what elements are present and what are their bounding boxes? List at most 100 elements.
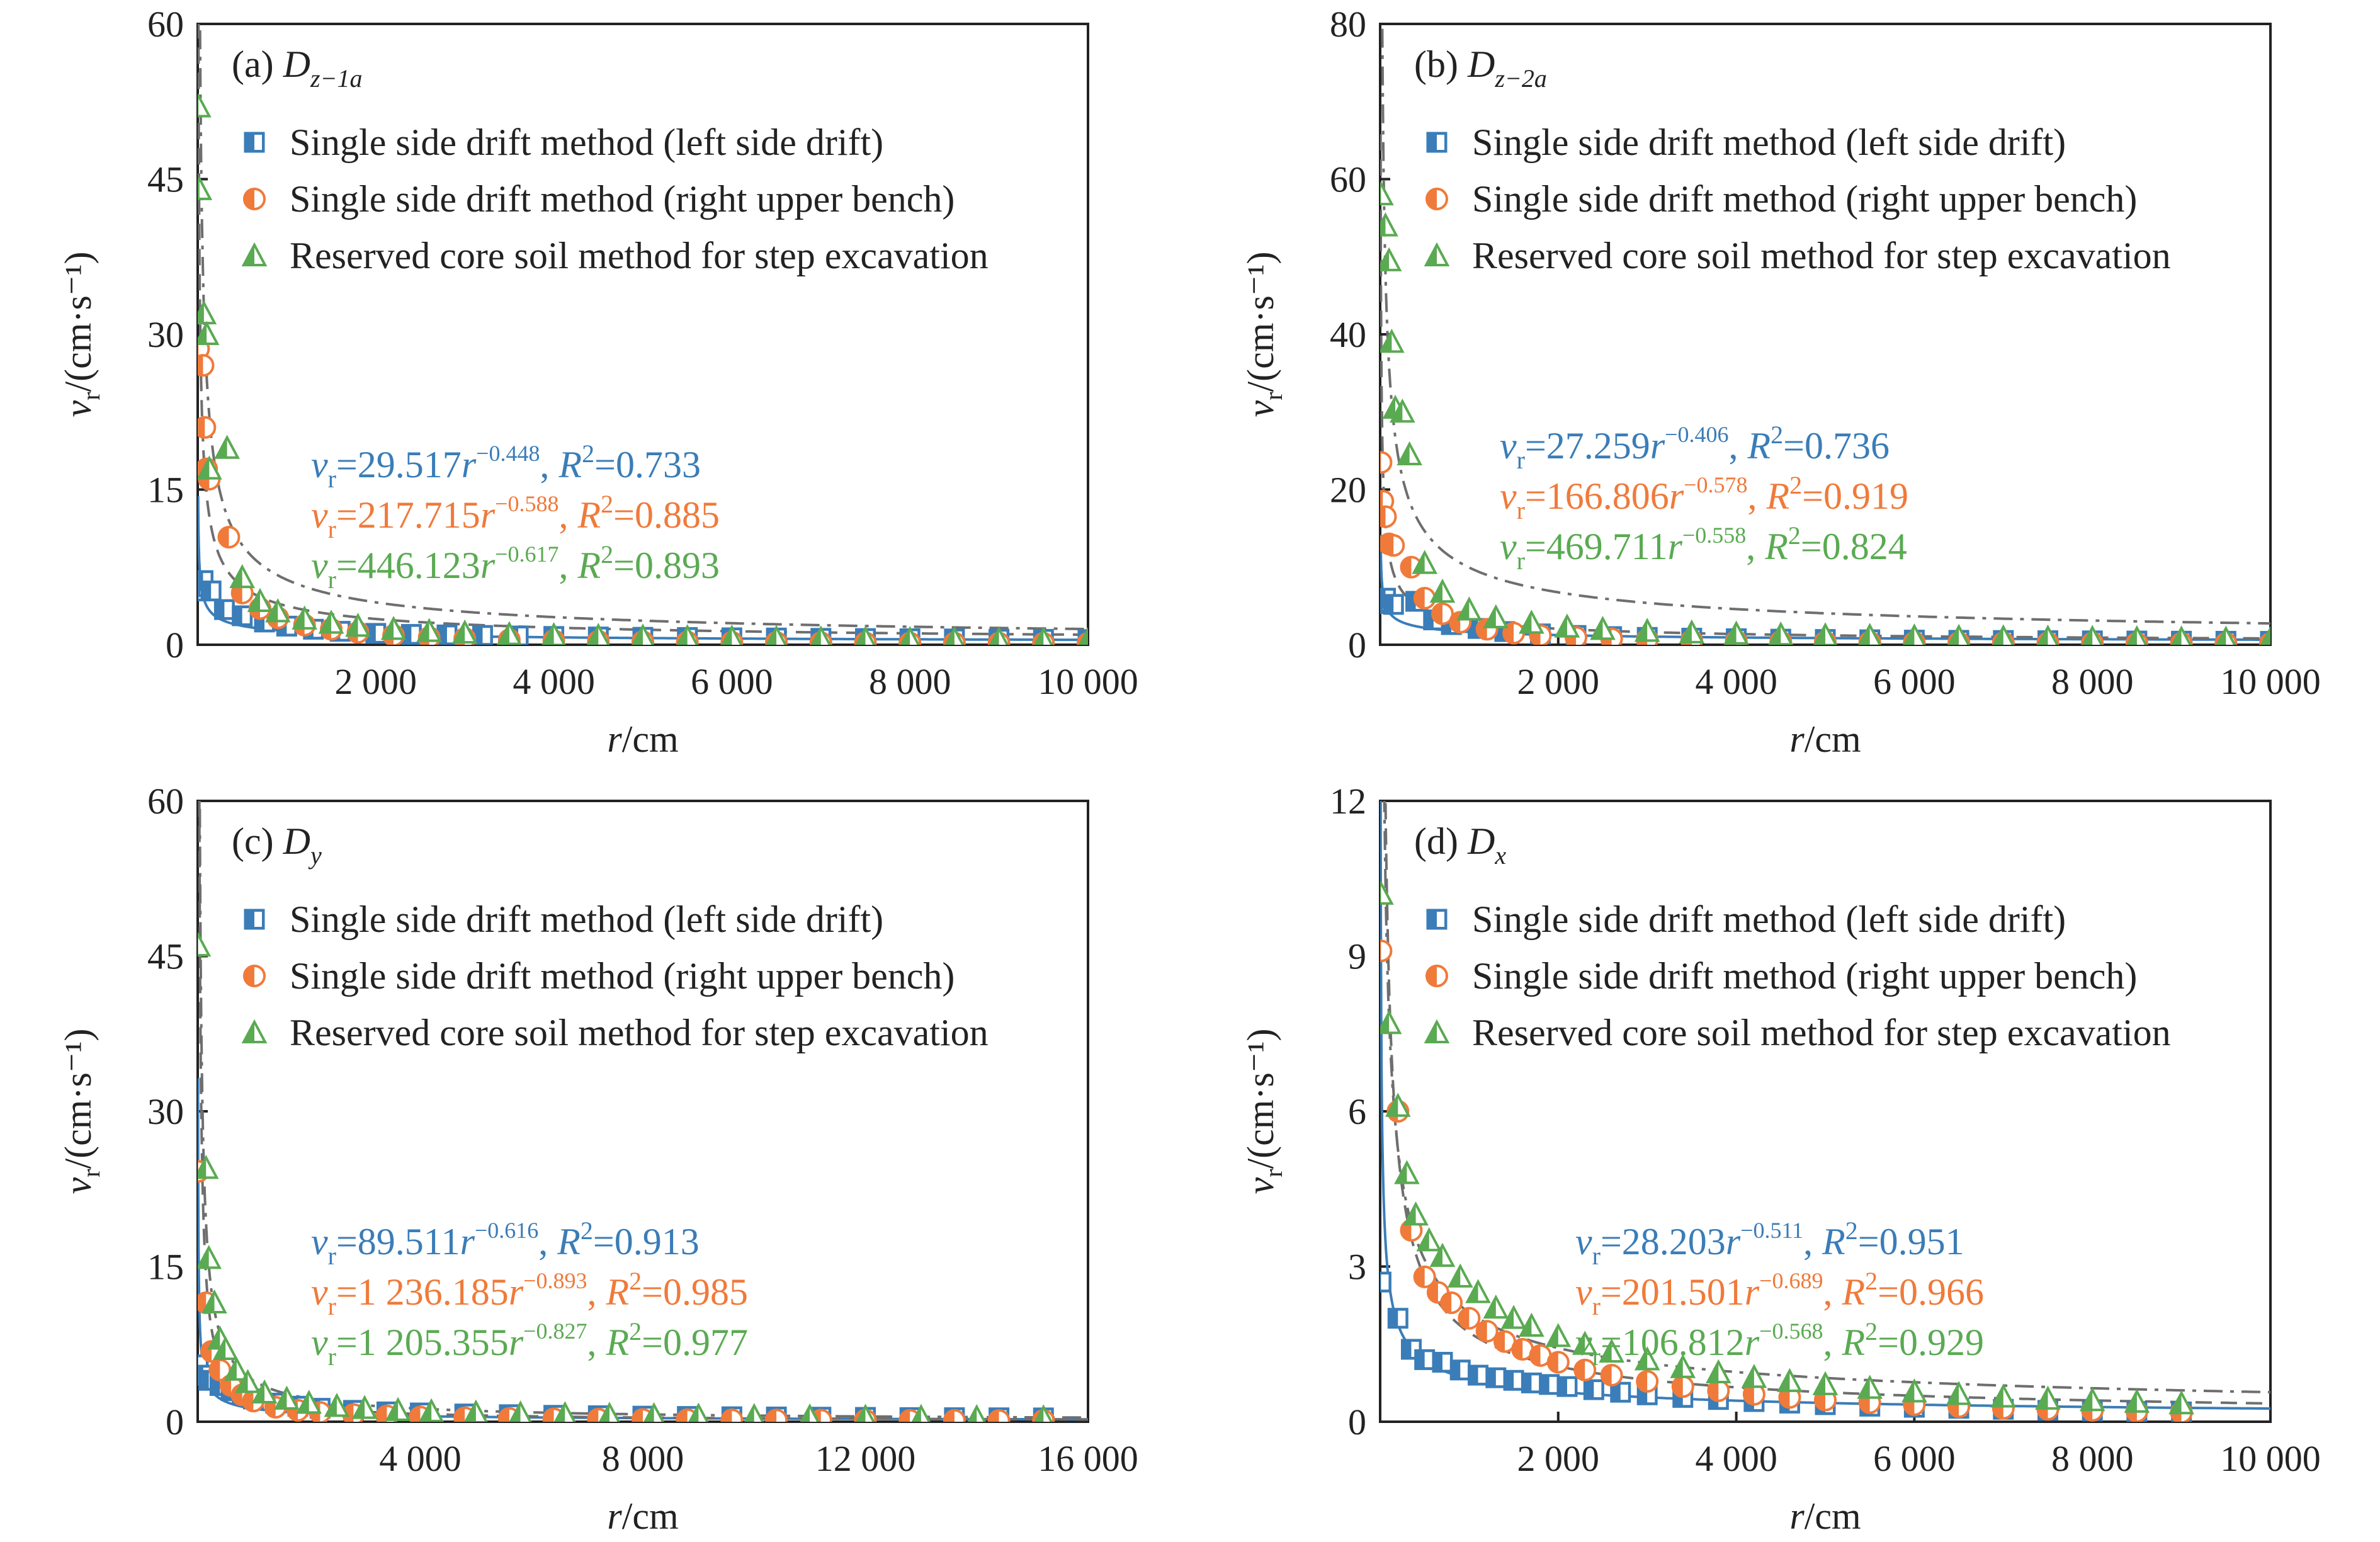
- x-axis-label: r/cm: [607, 1495, 678, 1537]
- y-tick-label: 15: [147, 470, 184, 511]
- data-point-square: [213, 599, 235, 620]
- legend-label: Single side drift method (left side drif…: [290, 122, 883, 163]
- data-point-triangle: [2082, 625, 2103, 645]
- fit-equation-2: vr=217.715r−0.588, R2=0.885: [311, 490, 720, 543]
- fit-equation-1: vr=29.517r−0.448, R2=0.733: [311, 439, 701, 493]
- data-point-triangle: [274, 1385, 300, 1410]
- data-point-circle: [1573, 1358, 1597, 1381]
- data-point-circle: [1431, 602, 1454, 625]
- y-tick-label: 60: [147, 781, 184, 822]
- data-point-triangle: [1380, 212, 1398, 237]
- fit-equation-2: vr=201.501r−0.689, R2=0.966: [1575, 1267, 1984, 1320]
- data-point-circle: [1707, 1379, 1730, 1402]
- legend-label: Reserved core soil method for step excav…: [1472, 1012, 2171, 1053]
- data-point-circle: [198, 416, 217, 439]
- data-point-triangle: [989, 626, 1009, 645]
- data-points: [1380, 181, 2270, 645]
- data-point-triangle: [967, 1403, 987, 1422]
- data-point-square: [200, 581, 222, 602]
- data-point-triangle: [1599, 1338, 1624, 1363]
- data-point-triangle: [676, 624, 699, 645]
- legend-label: Single side drift method (right upper be…: [290, 955, 955, 997]
- x-tick-label: 8 000: [2051, 661, 2134, 702]
- legend-marker-triangle: [1424, 1019, 1450, 1043]
- data-point-triangle: [1483, 1294, 1509, 1319]
- y-tick-label: 0: [166, 625, 184, 666]
- data-point-circle: [198, 354, 215, 377]
- data-point-triangle: [1380, 880, 1394, 905]
- legend-marker-circle: [1425, 188, 1448, 210]
- data-point-circle: [1475, 1320, 1499, 1343]
- data-point-triangle: [1812, 1371, 1839, 1395]
- legend: Single side drift method (left side drif…: [1424, 899, 2171, 1053]
- data-point-triangle: [264, 598, 291, 623]
- y-axis-label: vr/(cm·s⁻¹): [1240, 252, 1288, 417]
- x-tick-label: 2 000: [335, 661, 417, 702]
- data-point-square: [1503, 1369, 1524, 1391]
- data-point-triangle: [251, 1379, 278, 1403]
- data-point-triangle: [2124, 1388, 2150, 1413]
- data-point-triangle: [351, 1395, 378, 1419]
- data-point-triangle: [2260, 625, 2270, 645]
- data-point-square: [1521, 1372, 1542, 1393]
- panel-title: (b) Dz−2a: [1414, 43, 1547, 93]
- data-point-triangle: [1992, 624, 2015, 645]
- y-tick-label: 20: [1330, 470, 1366, 511]
- data-point-triangle: [2037, 624, 2059, 645]
- data-point-triangle: [1429, 1242, 1456, 1267]
- data-point-triangle: [214, 434, 240, 459]
- data-point-triangle: [586, 623, 610, 645]
- x-tick-label: 6 000: [1873, 661, 1956, 702]
- data-point-triangle: [324, 1393, 350, 1417]
- x-tick-label: 6 000: [1873, 1438, 1956, 1479]
- fit-curves: [198, 24, 1088, 642]
- data-point-triangle: [1903, 623, 1926, 645]
- chart-panel-a: 2 000 4 000 6 000 8 000 10 000 0 15 30 45 60 r/cm v…: [57, 4, 1138, 760]
- data-point-circle: [943, 1409, 966, 1422]
- chart-panel-b: 2 000 4 000 6 000 8 000 10 000 0 20 40 60 80 r/cm v…: [1240, 4, 2321, 760]
- x-tick-label: 6 000: [691, 661, 773, 702]
- x-tick-label: 8 000: [2051, 1438, 2134, 1479]
- legend: Single side drift method (left side drif…: [241, 122, 989, 276]
- data-point-triangle: [1403, 1201, 1429, 1226]
- y-tick-label: 40: [1330, 314, 1366, 355]
- x-tick-label: 8 000: [869, 661, 951, 702]
- fit-equation-3: vr=469.711r−0.558, R2=0.824: [1500, 521, 1907, 575]
- x-tick-label: 4 000: [513, 661, 595, 702]
- data-point-circle: [1413, 1265, 1436, 1288]
- data-point-triangle: [198, 1245, 222, 1269]
- y-tick-label: 15: [147, 1247, 184, 1288]
- data-point-triangle: [1670, 1354, 1696, 1378]
- data-point-circle: [1440, 1291, 1463, 1315]
- data-point-square: [1414, 1349, 1436, 1370]
- data-point-triangle: [1394, 1160, 1420, 1184]
- legend-marker-triangle: [1424, 242, 1450, 266]
- data-point-circle: [208, 1358, 232, 1381]
- data-point-triangle: [1858, 623, 1882, 645]
- x-tick-label: 8 000: [602, 1438, 684, 1479]
- legend: Single side drift method (left side drif…: [1424, 122, 2171, 276]
- data-point-circle: [1413, 587, 1436, 610]
- data-point-triangle: [419, 1398, 445, 1422]
- x-axis-label: r/cm: [1789, 718, 1861, 760]
- fit-equation-2: vr=166.806r−0.578, R2=0.919: [1500, 471, 1908, 524]
- x-tick-label: 4 000: [1695, 1438, 1777, 1479]
- data-point-circle: [217, 526, 241, 549]
- fit-equation-1: vr=27.259r−0.406, R2=0.736: [1500, 421, 1890, 474]
- y-axis-label: vr/(cm·s⁻¹): [57, 1029, 105, 1194]
- legend-marker-circle: [243, 965, 266, 987]
- data-point-triangle: [632, 623, 654, 645]
- data-point-triangle: [688, 1402, 709, 1422]
- data-point-triangle: [198, 932, 212, 957]
- data-point-triangle: [599, 1402, 620, 1422]
- y-tick-label: 30: [147, 1091, 184, 1132]
- data-points: [1380, 880, 2194, 1422]
- data-point-triangle: [1033, 626, 1053, 645]
- data-point-square: [1383, 594, 1404, 615]
- legend-marker-circle: [1425, 965, 1448, 987]
- data-point-triangle: [235, 1369, 261, 1393]
- data-point-circle: [1600, 1364, 1623, 1387]
- x-tick-label: 2 000: [1517, 661, 1600, 702]
- legend-label: Single side drift method (right upper be…: [290, 178, 955, 220]
- data-point-triangle: [1634, 618, 1660, 642]
